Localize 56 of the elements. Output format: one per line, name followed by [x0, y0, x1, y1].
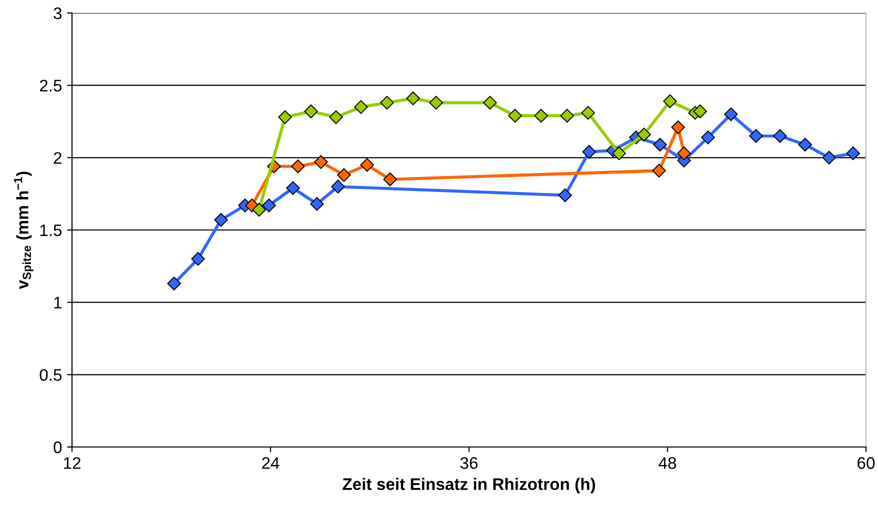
- point: [671, 120, 685, 134]
- point: [560, 108, 574, 123]
- point: [329, 110, 343, 124]
- point: [331, 180, 345, 194]
- x-tick-label: 48: [658, 457, 676, 469]
- point: [310, 197, 324, 211]
- point: [429, 96, 443, 110]
- y-tick-label: 1: [54, 296, 62, 308]
- point: [278, 110, 292, 124]
- point: [167, 276, 181, 290]
- point: [822, 150, 836, 165]
- x-axis-title: Zeit seit Einsatz in Rhizotron (h): [342, 478, 596, 494]
- point: [252, 202, 266, 217]
- point: [693, 104, 707, 118]
- y-tick-label: 2.5: [40, 80, 62, 92]
- point: [406, 91, 420, 106]
- point: [846, 146, 860, 160]
- point: [508, 108, 522, 123]
- point: [304, 104, 318, 118]
- point: [262, 198, 276, 212]
- point: [191, 252, 205, 266]
- point: [314, 155, 328, 169]
- point: [637, 128, 651, 142]
- point: [483, 96, 497, 110]
- point: [663, 94, 677, 108]
- y-tick-label: 1.5: [40, 224, 62, 236]
- point: [612, 146, 626, 160]
- y-tick-label: 3: [54, 7, 62, 20]
- point: [380, 96, 394, 110]
- point: [383, 172, 397, 186]
- y-tick-label: 0: [54, 441, 62, 454]
- point: [286, 181, 300, 195]
- point: [582, 145, 596, 159]
- point: [652, 164, 666, 178]
- point: [291, 159, 305, 174]
- point: [798, 138, 812, 152]
- y-axis-title: v$_{Spitze}$ (mm h$^{−1}$): [14, 172, 34, 290]
- point: [337, 168, 351, 182]
- point: [214, 213, 228, 227]
- x-tick-label: 12: [64, 457, 80, 469]
- x-tick-label: 24: [262, 457, 280, 469]
- y-tick-label: 2: [54, 152, 62, 164]
- y-tick-label: 0.5: [40, 369, 62, 381]
- x-tick-label: 60: [858, 457, 875, 469]
- point: [653, 138, 667, 152]
- point: [677, 146, 691, 160]
- point: [534, 108, 548, 123]
- x-tick-label: 36: [460, 457, 478, 469]
- point: [581, 106, 595, 120]
- point: [773, 129, 787, 143]
- point: [749, 129, 763, 143]
- point: [701, 130, 715, 144]
- point: [360, 158, 374, 172]
- point: [558, 188, 572, 202]
- point: [354, 100, 368, 114]
- point: [724, 107, 738, 122]
